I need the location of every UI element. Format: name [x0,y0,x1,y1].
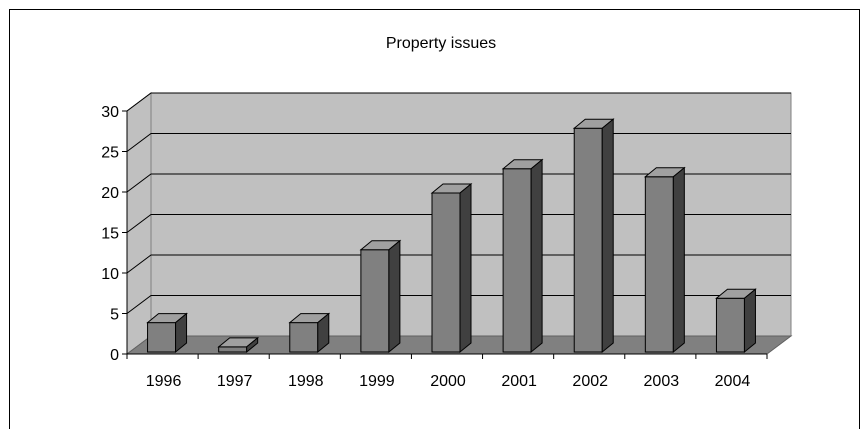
x-tick-label: 2004 [715,373,751,390]
bar-2003 [643,166,686,354]
x-tick-label: 1999 [359,373,395,390]
bar-1999 [359,239,402,354]
bar-side [388,239,401,354]
bar-front [431,192,461,353]
bar-front [218,346,248,353]
x-tick-label: 2003 [644,373,680,390]
bar-2002 [572,118,615,354]
bar-front [644,176,674,353]
bar-front [289,322,319,353]
y-tick-label: 5 [110,307,119,324]
y-tick-label: 20 [101,185,119,202]
y-tick-label: 30 [101,104,119,121]
y-tick-label: 25 [101,145,119,162]
bar-side [175,312,188,354]
bar-front [715,297,745,353]
y-tick-label: 0 [110,347,119,364]
bar-front [502,168,532,353]
bar-2000 [430,182,473,354]
bar-front [573,127,603,353]
x-tick-label: 2001 [501,373,537,390]
x-tick-labels: 1996 1997 1998 1999 2000 2001 2002 2003 2004 [146,373,751,390]
y-tick-label: 15 [101,226,119,243]
bar-1997 [217,336,260,354]
bar-1998 [288,312,331,354]
bar-side [672,166,685,354]
x-tick-label: 1998 [288,373,324,390]
chart-frame [9,9,860,429]
x-tick-label: 2002 [572,373,608,390]
bar-front [360,249,390,353]
bar-side [601,118,614,354]
gridline [126,92,791,112]
y-tick-labels: 0 5 10 15 20 25 30 [101,104,119,364]
bar-1996 [146,312,188,354]
axes [122,110,768,359]
x-tick-label: 2000 [430,373,466,390]
y-tick-label: 10 [101,266,119,283]
bar-2001 [501,158,544,354]
chart-title: Property issues [386,35,496,52]
bars [146,118,757,354]
x-tick-label: 1996 [146,373,182,390]
bar-side [530,158,543,354]
bar-front [147,322,177,353]
bar-2004 [715,288,757,354]
bar-side [246,336,259,354]
bar-side [317,312,330,354]
x-tick-label: 1997 [217,373,253,390]
bar-side [743,288,756,354]
bar-side [459,182,472,354]
